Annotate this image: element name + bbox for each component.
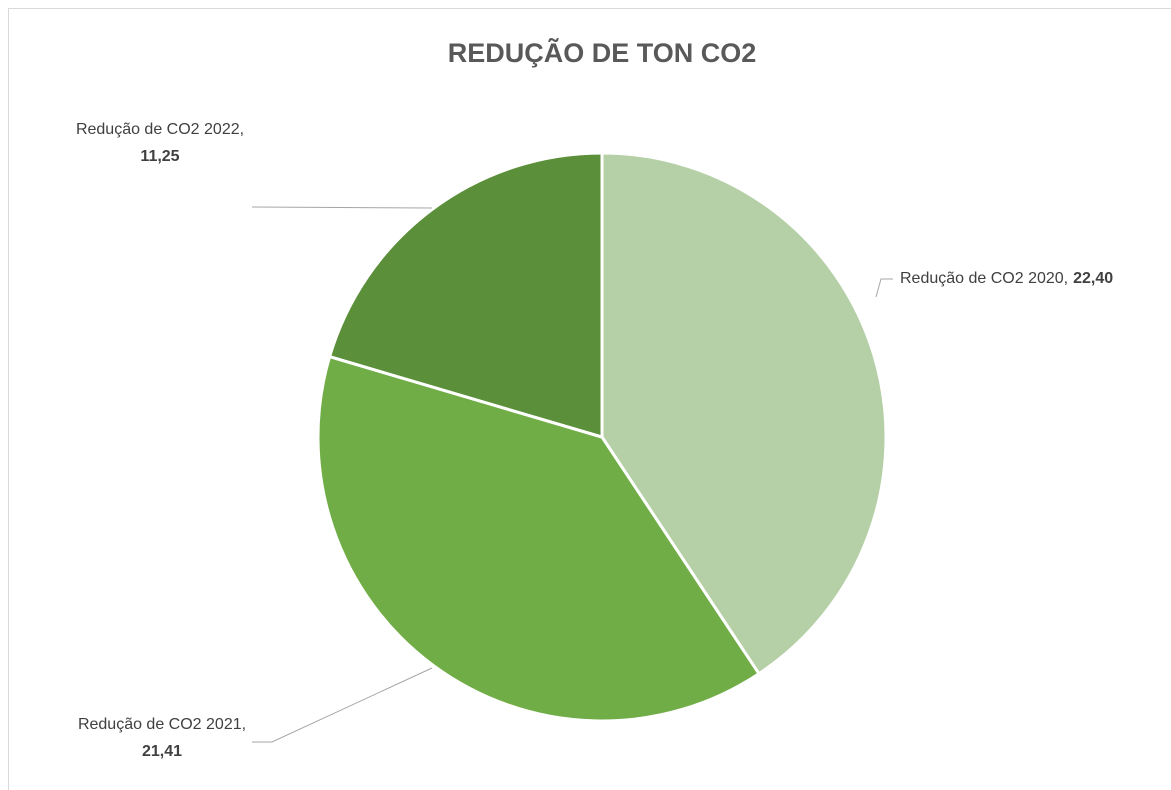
data-label: Redução de CO2 2021, 21,41 — [78, 716, 246, 760]
label-separator: , — [1064, 270, 1068, 287]
data-label: Redução de CO2 2022, 11,25 — [76, 121, 244, 165]
data-label: Redução de CO2 2020, 22,40 — [900, 270, 1113, 287]
chart-title: REDUÇÃO DE TON CO2 — [448, 37, 757, 68]
value-label: 11,25 — [140, 148, 179, 165]
pie-slice — [316, 354, 762, 723]
label-separator: , — [242, 716, 246, 733]
leader-line — [252, 667, 433, 743]
pie-slice — [327, 151, 604, 440]
category-name: Redução de CO2 2021 — [78, 716, 242, 733]
leader-line — [875, 278, 893, 298]
label-separator: , — [240, 121, 244, 138]
category-name: Redução de CO2 2020 — [900, 270, 1064, 287]
leader-line — [251, 206, 433, 209]
chart-frame — [8, 8, 1171, 790]
value-label: 22,40 — [1073, 270, 1113, 287]
category-name: Redução de CO2 2022 — [76, 121, 240, 138]
value-label: 21,41 — [142, 743, 182, 760]
